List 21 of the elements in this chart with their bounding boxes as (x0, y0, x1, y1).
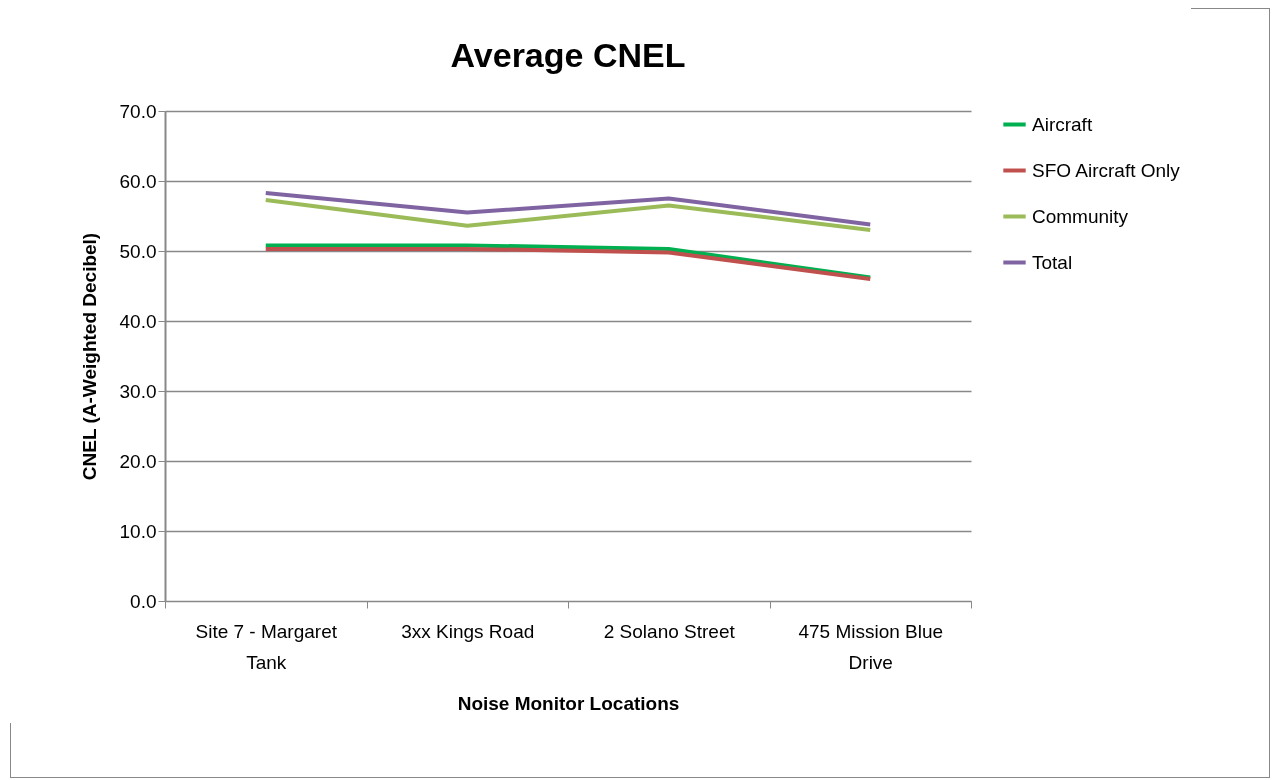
y-tick-label: 60.0 (119, 170, 157, 192)
chart-title: Average CNEL (450, 36, 686, 74)
y-tick-label: 50.0 (119, 240, 157, 262)
y-tick-label: 20.0 (119, 450, 157, 472)
x-tick-label: Site 7 - Margaret Tank (195, 620, 338, 673)
legend-label: Community (1032, 205, 1129, 227)
legend-label: Total (1032, 251, 1073, 273)
line-series (263, 197, 873, 232)
legend-label: Aircraft (1032, 113, 1093, 135)
y-tick-label: 70.0 (119, 100, 157, 122)
y-tick-label: 30.0 (119, 380, 157, 402)
x-tick-label: 3xx Kings Road (401, 620, 535, 642)
legend-label: SFO Aircraft Only (1032, 159, 1181, 181)
y-tick-label: 0.0 (130, 590, 157, 612)
x-tick-label: 475 Mission Blue Drive (798, 620, 944, 673)
x-tick-label: 2 Solano Street (603, 620, 736, 642)
y-tick-label: 10.0 (119, 520, 157, 542)
line-series (263, 190, 873, 227)
x-axis-title: Noise Monitor Locations (457, 692, 680, 714)
y-axis-title: CNEL (A-Weighted Decibel) (78, 232, 100, 481)
y-tick-label: 40.0 (119, 310, 157, 332)
